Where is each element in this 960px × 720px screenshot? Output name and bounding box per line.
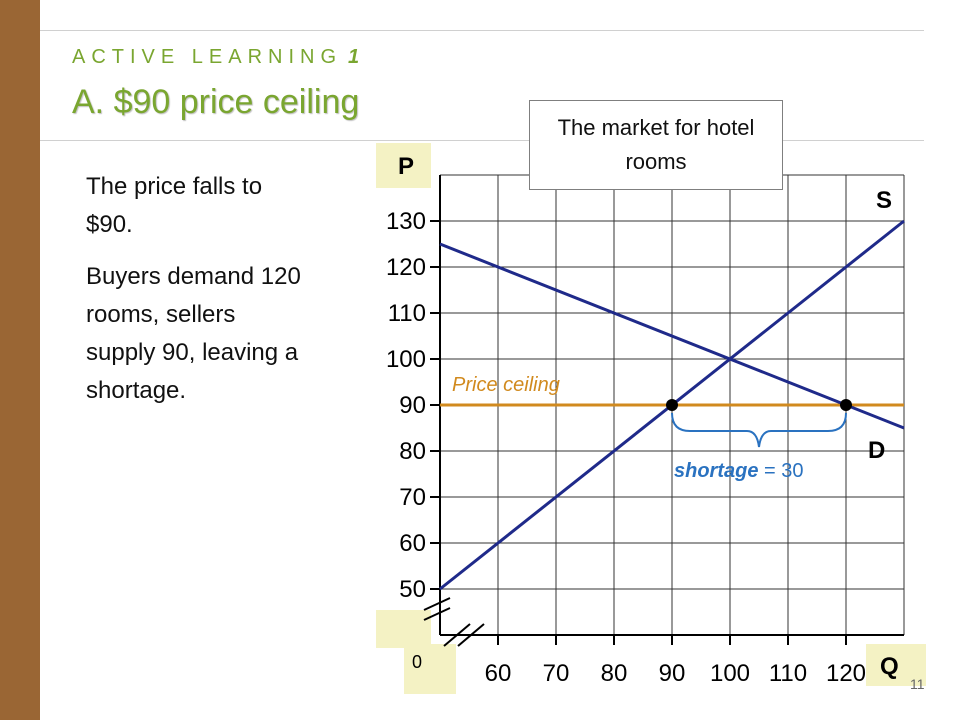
demand-curve	[439, 242, 905, 430]
supply-label: S	[876, 187, 892, 214]
y-axis-label: P	[398, 153, 414, 180]
y-tick-label: 120	[386, 254, 426, 281]
y-tick-label: 110	[388, 300, 426, 327]
y-tick-label: 50	[399, 576, 426, 603]
y-tick-label: 70	[399, 484, 426, 511]
quantity-supplied-point	[666, 399, 678, 411]
quantity-demanded-point	[840, 399, 852, 411]
x-tick-label: 70	[543, 660, 570, 687]
market-title-box: The market for hotel rooms	[529, 100, 783, 190]
x-tick-label: 100	[710, 660, 750, 687]
x-break-highlight	[404, 644, 456, 694]
y-axis-break-mark	[423, 597, 451, 611]
x-axis-break-mark	[457, 623, 485, 647]
q-label-highlight	[866, 644, 926, 686]
title-divider	[40, 140, 924, 141]
y-tick-label: 90	[399, 392, 426, 419]
origin-label: 0	[412, 652, 422, 672]
price-ceiling-label: Price ceiling	[452, 374, 560, 396]
shortage-word: shortage	[674, 460, 758, 482]
shortage-label: shortage = 30	[674, 460, 804, 482]
sidebar-accent-bar	[0, 0, 40, 720]
x-tick-label: 90	[659, 660, 686, 687]
shortage-value: = 30	[758, 460, 803, 482]
y-tick-label: 60	[399, 530, 426, 557]
body-paragraph-2: Buyers demand 120 rooms, sellers supply …	[86, 263, 301, 404]
page-number: 11	[910, 676, 925, 692]
y-tick-label: 130	[386, 208, 426, 235]
x-tick-label: 60	[485, 660, 512, 687]
kicker-text: ACTIVE LEARNING	[72, 46, 343, 68]
x-axis-break-mark	[443, 623, 471, 647]
kicker-number: 1	[348, 46, 360, 68]
x-tick-label: 80	[601, 660, 628, 687]
shortage-brace	[671, 412, 847, 448]
slide-kicker: ACTIVE LEARNING 1	[72, 46, 359, 69]
demand-label: D	[868, 437, 885, 464]
top-divider	[40, 30, 924, 31]
y-tick-label: 80	[399, 438, 426, 465]
slide-title: A. $90 price ceiling	[72, 83, 360, 121]
y-break-highlight	[376, 610, 431, 648]
x-axis-label: Q	[880, 653, 899, 680]
x-tick-label: 110	[769, 660, 807, 687]
x-tick-label: 120	[826, 660, 866, 687]
y-axis-break-mark	[423, 607, 451, 621]
y-tick-label: 100	[386, 346, 426, 373]
body-text: The price falls to $90. Buyers demand 12…	[86, 168, 306, 424]
body-paragraph-1: The price falls to $90.	[86, 173, 263, 238]
p-label-highlight	[376, 143, 431, 188]
